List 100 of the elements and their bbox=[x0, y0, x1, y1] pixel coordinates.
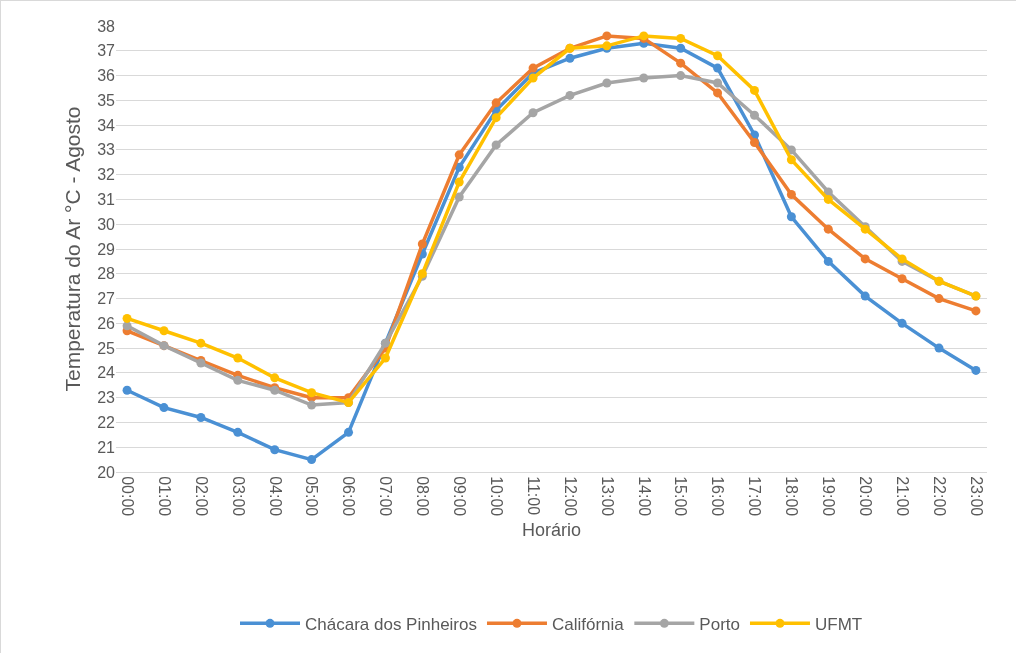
point bbox=[897, 318, 907, 328]
x-tick-label: 04:00 bbox=[266, 476, 284, 517]
legend-label: Chácara dos Pinheiros bbox=[305, 614, 477, 634]
point bbox=[749, 110, 759, 120]
point bbox=[823, 224, 833, 234]
point bbox=[971, 306, 981, 316]
y-tick-label: 21 bbox=[97, 438, 116, 456]
y-tick-label: 26 bbox=[97, 314, 116, 332]
point bbox=[454, 150, 464, 160]
x-tick-label: 22:00 bbox=[930, 476, 948, 517]
y-tick-label: 25 bbox=[97, 339, 116, 357]
x-tick-label: 01:00 bbox=[155, 476, 173, 517]
x-tick-label: 09:00 bbox=[451, 476, 469, 517]
y-tick-label: 35 bbox=[97, 91, 116, 109]
y-tick-label: 36 bbox=[97, 67, 116, 85]
point bbox=[270, 373, 280, 383]
point bbox=[196, 338, 206, 348]
x-tick-label: 10:00 bbox=[487, 476, 505, 517]
x-tick-label: 13:00 bbox=[598, 476, 616, 517]
point bbox=[897, 274, 907, 284]
y-tick-label: 24 bbox=[97, 364, 116, 382]
point bbox=[233, 427, 243, 437]
point bbox=[639, 73, 649, 83]
point bbox=[417, 239, 427, 249]
y-tick-label: 30 bbox=[97, 215, 116, 233]
x-tick-label: 18:00 bbox=[783, 476, 801, 517]
point bbox=[233, 353, 243, 363]
point bbox=[380, 353, 390, 363]
point bbox=[713, 88, 723, 98]
point bbox=[491, 140, 501, 150]
point bbox=[749, 85, 759, 95]
x-tick-label: 17:00 bbox=[746, 476, 764, 517]
point bbox=[122, 313, 132, 323]
point bbox=[307, 388, 317, 398]
point bbox=[713, 63, 723, 73]
x-tick-label: 06:00 bbox=[340, 476, 358, 517]
point bbox=[676, 71, 686, 81]
point bbox=[270, 445, 280, 455]
y-tick-label: 32 bbox=[97, 166, 116, 184]
x-tick-label: 14:00 bbox=[635, 476, 653, 517]
point bbox=[934, 294, 944, 304]
y-tick-label: 37 bbox=[97, 42, 116, 60]
y-tick-label: 22 bbox=[97, 414, 116, 432]
x-tick-label: 16:00 bbox=[709, 476, 727, 517]
y-tick-label: 28 bbox=[97, 265, 116, 283]
y-tick-label: 20 bbox=[97, 463, 116, 481]
point bbox=[491, 113, 501, 123]
point bbox=[676, 58, 686, 68]
y-tick-label: 27 bbox=[97, 290, 116, 308]
point bbox=[860, 291, 870, 301]
x-tick-label: 15:00 bbox=[672, 476, 690, 517]
point bbox=[823, 194, 833, 204]
point bbox=[196, 412, 206, 422]
point bbox=[528, 108, 538, 118]
x-tick-label: 20:00 bbox=[857, 476, 875, 517]
point bbox=[491, 98, 501, 108]
y-tick-label: 38 bbox=[97, 17, 116, 35]
x-tick-label: 11:00 bbox=[524, 476, 542, 516]
x-axis-title: Horário bbox=[521, 520, 582, 541]
point bbox=[786, 189, 796, 199]
point bbox=[823, 256, 833, 266]
legend-label: UFMT bbox=[814, 614, 863, 634]
point bbox=[713, 51, 723, 61]
y-axis-title: Temperatura do Ar °C - Agosto bbox=[61, 106, 85, 392]
x-tick-label: 02:00 bbox=[192, 476, 210, 517]
point bbox=[602, 78, 612, 88]
point bbox=[528, 73, 538, 83]
point bbox=[565, 90, 575, 100]
point bbox=[307, 455, 317, 465]
y-tick-label: 31 bbox=[97, 191, 116, 209]
point bbox=[971, 365, 981, 375]
y-tick-label: 23 bbox=[97, 389, 116, 407]
point bbox=[602, 31, 612, 41]
point bbox=[565, 53, 575, 63]
point bbox=[233, 375, 243, 385]
point bbox=[676, 43, 686, 53]
y-tick-label: 29 bbox=[97, 240, 116, 258]
x-tick-label: 05:00 bbox=[303, 476, 321, 517]
point bbox=[676, 33, 686, 43]
y-tick-label: 33 bbox=[97, 141, 116, 159]
legend-label: Califórnia bbox=[551, 614, 625, 634]
point bbox=[528, 63, 538, 73]
point bbox=[786, 155, 796, 165]
x-tick-label: 21:00 bbox=[893, 476, 911, 517]
point bbox=[713, 78, 723, 88]
legend-label: Porto bbox=[699, 614, 740, 634]
x-tick-label: 07:00 bbox=[377, 476, 395, 517]
point bbox=[860, 254, 870, 264]
x-tick-label: 08:00 bbox=[414, 476, 432, 517]
x-tick-label: 03:00 bbox=[229, 476, 247, 517]
point bbox=[749, 137, 759, 147]
point bbox=[159, 326, 169, 336]
point bbox=[122, 385, 132, 395]
x-tick-label: 12:00 bbox=[561, 476, 579, 517]
point bbox=[934, 343, 944, 353]
point bbox=[454, 177, 464, 187]
x-tick-label: 23:00 bbox=[967, 476, 985, 517]
point bbox=[454, 192, 464, 202]
x-tick-label: 19:00 bbox=[820, 476, 838, 517]
point bbox=[786, 212, 796, 222]
